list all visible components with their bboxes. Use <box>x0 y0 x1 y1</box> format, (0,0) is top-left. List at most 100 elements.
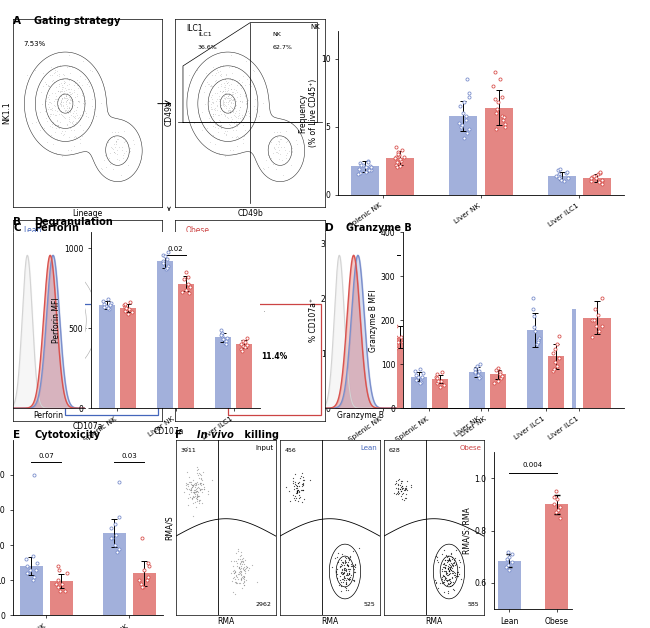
Point <box>218 86 228 96</box>
Text: ILC1: ILC1 <box>186 24 202 33</box>
Point <box>213 322 223 332</box>
Point <box>439 555 450 565</box>
Point <box>337 569 348 579</box>
Point <box>445 563 456 573</box>
Point <box>186 483 196 493</box>
Point <box>395 154 405 165</box>
Point <box>226 112 237 122</box>
Point <box>205 80 216 90</box>
Point <box>447 560 458 570</box>
Point <box>194 494 204 504</box>
Point <box>231 77 242 87</box>
Point <box>70 87 80 97</box>
Point <box>50 120 60 130</box>
Point <box>203 79 213 89</box>
Point <box>81 108 92 118</box>
Bar <box>133 573 156 615</box>
Point <box>46 129 56 139</box>
Point <box>498 381 508 391</box>
Point <box>192 489 202 499</box>
Point <box>207 301 217 311</box>
Point <box>224 341 235 351</box>
Point <box>228 314 239 324</box>
Point <box>96 163 106 173</box>
Point <box>235 551 245 561</box>
Point <box>205 82 216 92</box>
Point <box>443 559 454 569</box>
Point <box>448 567 459 577</box>
Point <box>48 117 58 127</box>
Bar <box>469 372 485 408</box>
Point <box>192 465 203 475</box>
Point <box>188 479 199 489</box>
Point <box>72 105 82 115</box>
Point <box>235 555 246 565</box>
Point <box>528 311 539 321</box>
Point <box>118 138 129 148</box>
Point <box>120 303 131 313</box>
Point <box>221 310 231 320</box>
Point <box>218 96 228 106</box>
Point <box>192 482 202 492</box>
Point <box>181 441 192 452</box>
Point <box>446 561 456 571</box>
Point <box>68 132 79 142</box>
Point <box>75 110 85 120</box>
Point <box>53 561 63 571</box>
Point <box>194 497 204 507</box>
Point <box>268 159 278 169</box>
Point <box>195 484 205 494</box>
Point <box>188 475 198 485</box>
Point <box>96 306 107 316</box>
Point <box>335 555 346 565</box>
Point <box>215 85 226 95</box>
Text: A: A <box>13 16 21 26</box>
Bar <box>178 283 194 408</box>
Point <box>338 569 348 579</box>
Text: Degranulation: Degranulation <box>34 217 113 227</box>
Point <box>227 68 237 78</box>
Point <box>192 495 202 506</box>
Point <box>230 588 240 598</box>
Point <box>188 480 198 490</box>
Point <box>222 78 232 88</box>
Point <box>163 261 174 271</box>
Point <box>413 372 423 382</box>
Point <box>118 126 129 136</box>
Point <box>53 86 63 96</box>
Point <box>343 557 353 567</box>
Point <box>242 95 253 105</box>
Point <box>437 570 448 580</box>
Point <box>393 483 403 493</box>
Point <box>227 97 238 107</box>
Text: 525: 525 <box>363 602 375 607</box>
Point <box>205 286 215 296</box>
Point <box>43 82 53 92</box>
Point <box>51 95 62 106</box>
Point <box>220 73 230 84</box>
Point <box>39 319 49 329</box>
Point <box>75 314 86 324</box>
Point <box>237 556 248 566</box>
Point <box>202 296 213 306</box>
Point <box>49 100 60 110</box>
Point <box>399 151 410 161</box>
Point <box>443 564 453 574</box>
Point <box>64 68 75 78</box>
Text: Gating strategy: Gating strategy <box>34 16 121 26</box>
Point <box>27 575 38 585</box>
Point <box>237 110 248 120</box>
Point <box>52 94 62 104</box>
Point <box>239 565 250 575</box>
Point <box>70 131 80 141</box>
Point <box>438 381 448 391</box>
Point <box>244 323 254 333</box>
Point <box>332 567 342 577</box>
Point <box>196 473 206 483</box>
Point <box>443 578 453 588</box>
Point <box>64 116 74 126</box>
Point <box>337 556 348 566</box>
Point <box>394 150 404 160</box>
Point <box>64 103 74 113</box>
Point <box>232 87 242 97</box>
